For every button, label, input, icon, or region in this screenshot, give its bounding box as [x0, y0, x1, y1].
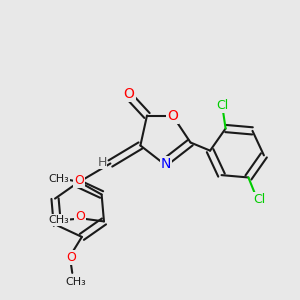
Text: O: O	[167, 109, 178, 122]
Text: O: O	[74, 174, 84, 187]
Text: Cl: Cl	[253, 193, 265, 206]
Text: O: O	[66, 251, 76, 264]
Text: H: H	[97, 155, 107, 169]
Text: N: N	[161, 158, 171, 171]
Text: Cl: Cl	[217, 99, 229, 112]
Text: CH₃: CH₃	[48, 215, 69, 225]
Text: O: O	[124, 87, 134, 100]
Text: CH₃: CH₃	[65, 277, 85, 287]
Text: O: O	[75, 210, 85, 224]
Text: CH₃: CH₃	[48, 174, 69, 184]
